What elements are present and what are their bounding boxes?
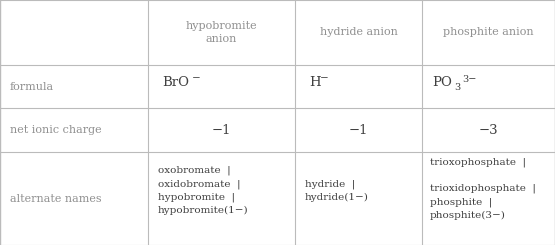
Text: −1: −1 [349, 123, 369, 136]
Text: trioxophosphate  |

trioxidophosphate  |
phosphite  |
phosphite(3−): trioxophosphate | trioxidophosphate | ph… [430, 158, 536, 220]
Text: 3: 3 [454, 84, 460, 93]
Text: phosphite anion: phosphite anion [443, 27, 534, 37]
Text: −: − [192, 74, 201, 84]
Text: hydride anion: hydride anion [320, 27, 397, 37]
Text: PO: PO [432, 76, 452, 89]
Text: BrO: BrO [162, 76, 189, 89]
Text: oxobromate  |
oxidobromate  |
hypobromite  |
hypobromite(1−): oxobromate | oxidobromate | hypobromite … [158, 166, 249, 215]
Text: net ionic charge: net ionic charge [10, 125, 102, 135]
Text: hypobromite
anion: hypobromite anion [186, 21, 258, 44]
Text: alternate names: alternate names [10, 194, 102, 204]
Text: −: − [320, 74, 329, 84]
Text: formula: formula [10, 82, 54, 91]
Text: H: H [309, 76, 321, 89]
Text: −1: −1 [212, 123, 231, 136]
Text: −3: −3 [478, 123, 498, 136]
Text: hydride  |
hydride(1−): hydride | hydride(1−) [305, 179, 369, 202]
Text: 3−: 3− [462, 74, 476, 84]
